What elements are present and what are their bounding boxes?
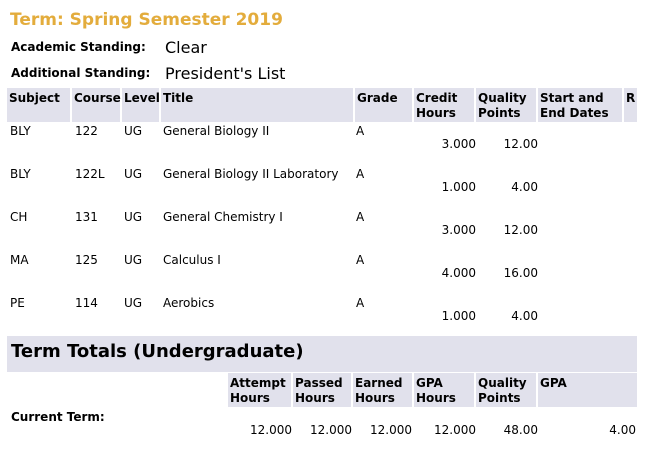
quality-points-cell: 4.00 <box>511 309 538 323</box>
subject-cell: BLY <box>10 167 31 181</box>
header-start-end-dates: Start and End Dates <box>538 88 622 122</box>
additional-standing-value: President's List <box>165 64 286 83</box>
course-cell: 122 <box>75 124 98 138</box>
title-cell: Aerobics <box>163 296 215 310</box>
header-level: Level <box>122 88 160 122</box>
passed-hours-value: 12.000 <box>310 423 352 437</box>
grade-cell: A <box>356 253 365 267</box>
level-cell: UG <box>124 296 143 310</box>
gpa-hours-value: 12.000 <box>434 423 476 437</box>
course-cell: 122L <box>75 167 105 181</box>
header-title: Title <box>161 88 353 122</box>
credit-hours-cell: 3.000 <box>441 137 476 151</box>
academic-standing-value: Clear <box>165 38 207 57</box>
additional-standing-label: Additional Standing: <box>11 66 151 80</box>
header-course: Course <box>72 88 121 122</box>
academic-standing-label: Academic Standing: <box>11 40 146 54</box>
grade-cell: A <box>356 296 365 310</box>
title-cell: General Biology II Laboratory <box>163 167 339 181</box>
gpa-value: 4.00 <box>609 423 636 437</box>
subject-cell: BLY <box>10 124 31 138</box>
course-cell: 131 <box>75 210 98 224</box>
subject-cell: MA <box>10 253 29 267</box>
header-credit-hours: Credit Hours <box>414 88 474 122</box>
grade-cell: A <box>356 167 365 181</box>
subject-cell: PE <box>10 296 25 310</box>
subject-cell: CH <box>10 210 28 224</box>
course-cell: 114 <box>75 296 98 310</box>
earned-hours-value: 12.000 <box>370 423 412 437</box>
credit-hours-cell: 4.000 <box>441 266 476 280</box>
quality-points-value: 48.00 <box>503 423 538 437</box>
quality-points-cell: 12.00 <box>503 137 538 151</box>
title-cell: General Chemistry I <box>163 210 283 224</box>
term-totals-banner: Term Totals (Undergraduate) <box>7 336 637 372</box>
header-quality-points: Quality Points <box>476 88 536 122</box>
term-totals-title: Term Totals (Undergraduate) <box>11 341 304 362</box>
header-r: R <box>624 88 637 122</box>
level-cell: UG <box>124 253 143 267</box>
quality-points-cell: 12.00 <box>503 223 538 237</box>
header-attempt-hours: Attempt Hours <box>228 373 291 407</box>
grade-cell: A <box>356 124 365 138</box>
header-passed-hours: Passed Hours <box>293 373 351 407</box>
header-gpa: GPA <box>538 373 637 407</box>
quality-points-cell: 16.00 <box>503 266 538 280</box>
title-cell: Calculus I <box>163 253 221 267</box>
level-cell: UG <box>124 210 143 224</box>
level-cell: UG <box>124 167 143 181</box>
term-title: Term: Spring Semester 2019 <box>10 10 283 30</box>
current-term-label: Current Term: <box>11 410 105 424</box>
title-cell: General Biology II <box>163 124 270 138</box>
course-cell: 125 <box>75 253 98 267</box>
header-earned-hours: Earned Hours <box>353 373 412 407</box>
header-gpa-hours: GPA Hours <box>414 373 474 407</box>
header-subject: Subject <box>7 88 70 122</box>
credit-hours-cell: 3.000 <box>441 223 476 237</box>
header-grade: Grade <box>355 88 412 122</box>
header-quality-points: Quality Points <box>476 373 536 407</box>
credit-hours-cell: 1.000 <box>441 309 476 323</box>
quality-points-cell: 4.00 <box>511 180 538 194</box>
level-cell: UG <box>124 124 143 138</box>
attempt-hours-value: 12.000 <box>250 423 292 437</box>
credit-hours-cell: 1.000 <box>441 180 476 194</box>
grade-cell: A <box>356 210 365 224</box>
